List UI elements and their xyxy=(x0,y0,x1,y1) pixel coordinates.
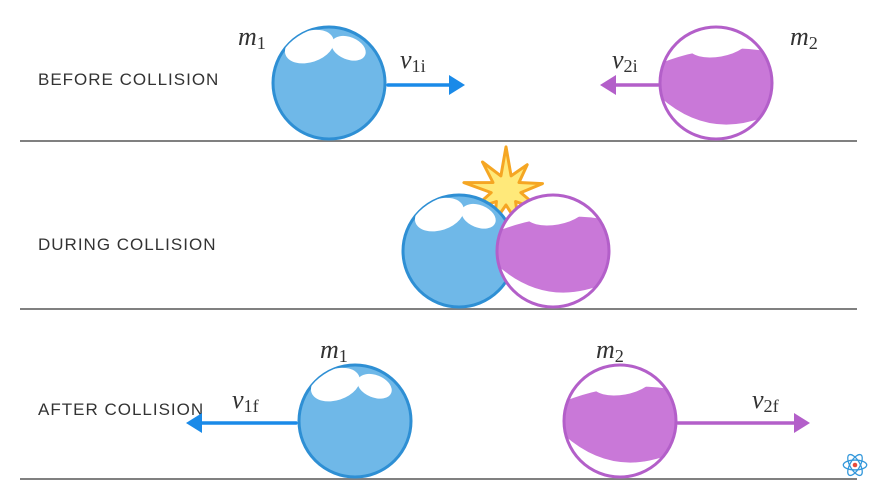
mass-2-label-after: m2 xyxy=(596,335,624,365)
ground-line-after xyxy=(20,478,857,480)
ball-2-during xyxy=(493,191,613,311)
atom-logo-icon xyxy=(842,452,868,478)
arrow-v1f xyxy=(166,403,316,443)
mass-1-label-before: m1 xyxy=(238,22,266,52)
arrow-v2i xyxy=(580,65,678,105)
phase-label-before: BEFORE COLLISION xyxy=(38,70,219,90)
mass-1-label-after: m1 xyxy=(320,335,348,365)
arrow-v1i xyxy=(368,65,485,105)
phase-label-during: DURING COLLISION xyxy=(38,235,216,255)
arrow-v2f xyxy=(658,403,830,443)
mass-2-label-before: m2 xyxy=(790,22,818,52)
